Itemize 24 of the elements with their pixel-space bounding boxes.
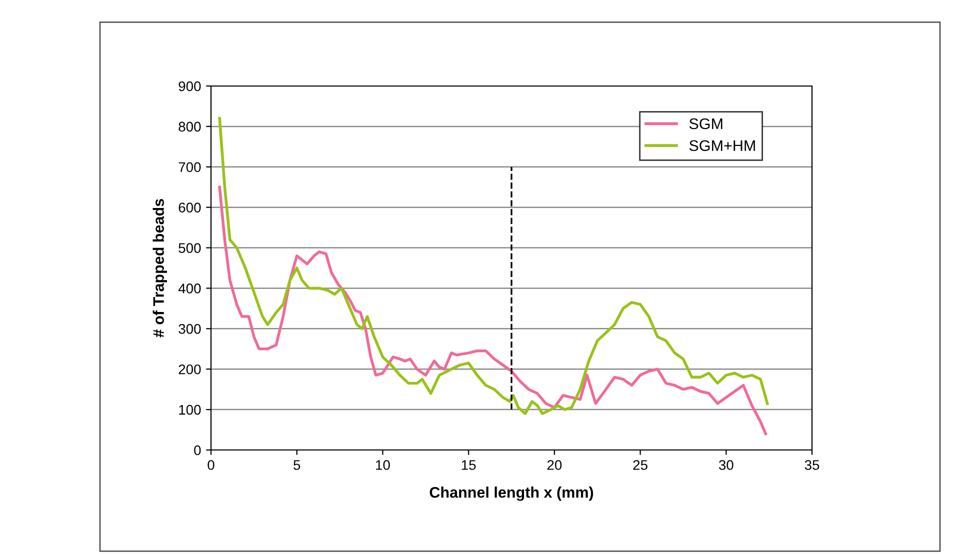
x-tick-label: 20 xyxy=(547,460,562,470)
y-tick-label: 100 xyxy=(179,404,201,415)
y-tick-label: 200 xyxy=(178,364,201,374)
y-tick-label: 600 xyxy=(178,202,201,213)
x-tick-label: 25 xyxy=(633,460,648,470)
y-tick-label: 300 xyxy=(178,324,201,334)
x-tick-label: 10 xyxy=(376,460,390,470)
x-tick-label: 15 xyxy=(462,460,476,470)
y-tick-label: 800 xyxy=(178,122,201,132)
line-series xyxy=(218,116,769,415)
legend-label: SGM+HM xyxy=(689,140,755,152)
y-tick-label: 0 xyxy=(194,445,201,456)
y-tick-label: 400 xyxy=(178,284,201,294)
y-axis-title: # of Trapped beads xyxy=(152,199,167,338)
y-tick-label: 900 xyxy=(178,81,201,92)
line-series xyxy=(218,186,768,436)
y-tick-label: 500 xyxy=(178,243,201,253)
x-tick-label: 30 xyxy=(718,460,734,470)
legend-label: SGM xyxy=(689,118,722,130)
x-tick-label: 0 xyxy=(208,460,214,470)
x-tick-label: 35 xyxy=(804,460,820,470)
x-axis-title: Channel length x (mm) xyxy=(430,486,594,501)
x-tick-label: 5 xyxy=(294,460,300,470)
y-tick-label: 700 xyxy=(178,162,201,172)
